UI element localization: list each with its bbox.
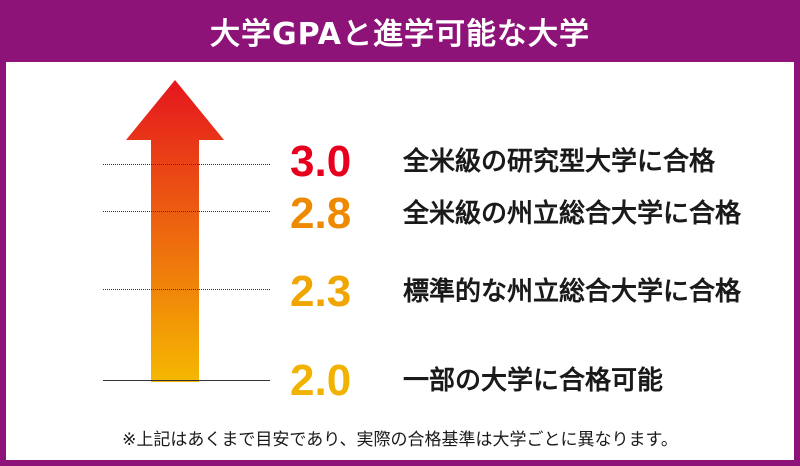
gpa-description: 全米級の州立総合大学に合格 [403,199,742,229]
gpa-value: 2.3 [290,267,352,316]
disclaimer-note: ※上記はあくまで目安であり、実際の合格基準は大学ごとに異なります。 [122,430,678,450]
gpa-value: 2.8 [290,189,352,238]
gpa-2-3-line [103,289,270,290]
gpa-description: 全米級の研究型大学に合格 [403,147,716,177]
gpa-description: 標準的な州立総合大学に合格 [403,277,742,307]
gpa-2-0-line [103,380,270,381]
gpa-value: 3.0 [290,137,352,186]
page-title: 大学GPAと進学可能な大学 [0,0,800,62]
gpa-description: 一部の大学に合格可能 [403,366,664,396]
gpa-2-8-line [103,211,270,212]
gpa-value: 2.0 [290,356,352,405]
gpa-3-0-line [103,164,270,165]
